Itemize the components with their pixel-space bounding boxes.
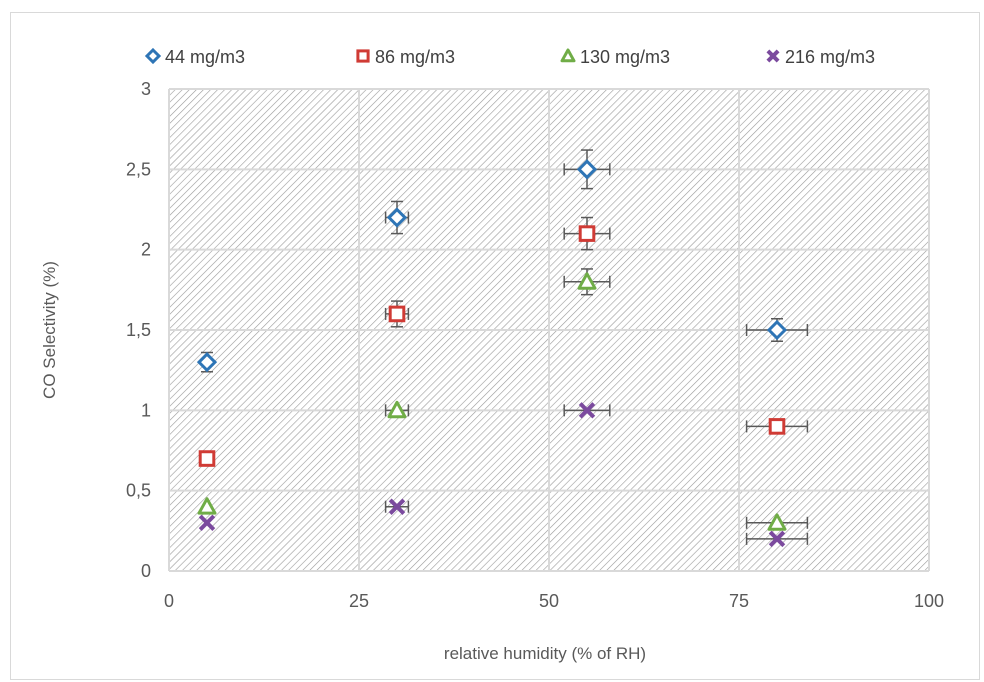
data-point [198,450,216,467]
gridlines [168,88,930,572]
x-tick-label: 100 [914,591,944,611]
data-point [197,497,217,515]
legend: 44 mg/m3 86 mg/m3 130 mg/m3 216 mg/m3 [144,47,875,67]
legend-label: 86 mg/m3 [375,47,455,67]
series-x [198,402,809,548]
chart-frame: 44 mg/m3 86 mg/m3 130 mg/m3 216 mg/m3 0 0,5 1… [10,12,980,680]
square-marker [578,225,596,242]
y-tick-label: 0,5 [126,481,151,501]
x-marker [388,498,406,515]
x-tick-label: 0 [164,591,174,611]
legend-label: 130 mg/m3 [580,47,670,67]
square-marker [388,305,406,323]
x-marker [578,402,596,419]
legend-item: 216 mg/m3 [766,47,875,67]
data-point [745,418,809,435]
scatter-chart: 44 mg/m3 86 mg/m3 130 mg/m3 216 mg/m3 0 0,5 1… [40,47,944,663]
x-tick-label: 75 [729,591,749,611]
x-axis-title: relative humidity (% of RH) [444,644,646,663]
y-tick-label: 2,5 [126,159,151,179]
triangle-marker [767,513,787,531]
data-point [198,514,216,532]
square-marker [198,450,216,467]
square-marker [768,418,786,435]
data-point [745,530,809,548]
legend-item: 86 mg/m3 [356,47,455,67]
legend-item: 130 mg/m3 [560,47,670,67]
y-tick-label: 3 [141,79,151,99]
data-point [384,400,410,419]
x-marker [766,49,780,63]
x-marker-stroke [766,49,780,63]
legend-label: 216 mg/m3 [785,47,875,67]
data-point [563,216,611,251]
triangle-marker [387,400,407,419]
triangle-marker [560,48,576,63]
x-tick-label: 25 [349,591,369,611]
diamond-marker [386,207,408,228]
x-marker [198,514,216,532]
data-series [196,149,809,548]
data-point [563,402,611,419]
y-tick-label: 0 [141,561,151,581]
diamond-marker [766,319,788,341]
data-point [745,513,809,531]
data-point [196,351,218,373]
x-tick-label: 50 [539,591,559,611]
data-point [563,268,611,296]
tick-labels: 0 0,5 1 1,5 2 2,5 3 0 25 50 75 100 [126,79,944,611]
data-point [384,300,410,328]
data-point [384,200,410,235]
y-tick-label: 1,5 [126,320,151,340]
data-point [384,498,410,515]
data-point [563,149,611,190]
x-marker-stroke [388,498,406,515]
series-triangle [197,268,809,531]
series-square [198,216,809,467]
y-axis-title: CO Selectivity (%) [40,261,59,399]
diamond-marker [576,159,598,180]
legend-item: 44 mg/m3 [144,47,245,67]
diamond-marker [196,352,218,373]
y-tick-label: 1 [141,400,151,420]
data-point [745,318,809,342]
triangle-marker [197,497,217,515]
x-marker-stroke [578,402,596,419]
legend-label: 44 mg/m3 [165,47,245,67]
square-marker [356,49,370,63]
x-marker-stroke [198,514,216,532]
y-tick-label: 2 [141,240,151,260]
x-marker [768,530,786,548]
diamond-marker [144,47,162,65]
triangle-marker [577,272,597,290]
x-marker-stroke [768,530,786,548]
series-diamond [196,149,809,373]
